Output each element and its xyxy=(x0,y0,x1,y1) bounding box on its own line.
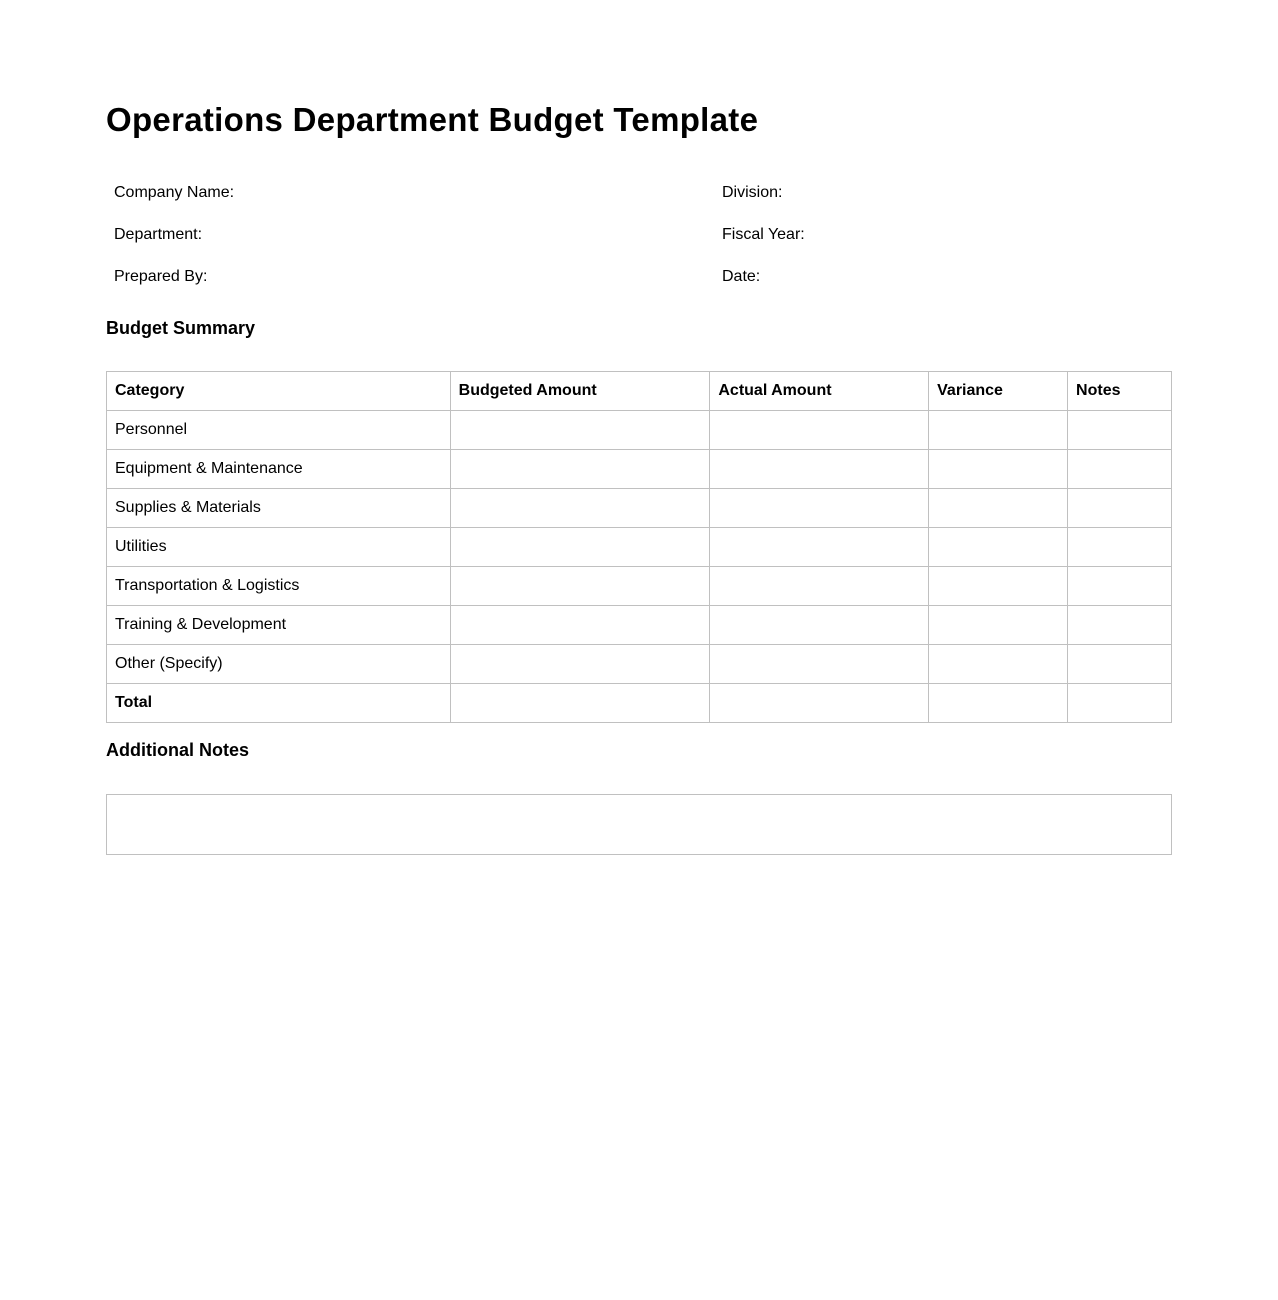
variance-cell[interactable] xyxy=(928,527,1069,567)
category-cell: Equipment & Maintenance xyxy=(106,449,451,489)
actual-amount-cell[interactable] xyxy=(709,488,930,528)
department-label: Department: xyxy=(114,226,203,243)
actual-amount-cell[interactable] xyxy=(709,566,930,606)
budgeted-amount-cell[interactable] xyxy=(449,644,711,684)
notes-cell[interactable] xyxy=(1067,605,1172,645)
table-row: Personnel xyxy=(106,410,1172,450)
variance-cell[interactable] xyxy=(928,683,1069,723)
notes-cell[interactable] xyxy=(1067,683,1172,723)
actual-amount-cell[interactable] xyxy=(709,410,930,450)
table-row: Utilities xyxy=(106,527,1172,567)
variance-cell[interactable] xyxy=(928,605,1069,645)
notes-cell[interactable] xyxy=(1067,449,1172,489)
column-header-variance: Variance xyxy=(928,371,1069,411)
budgeted-amount-cell[interactable] xyxy=(449,410,711,450)
category-cell: Total xyxy=(106,683,451,723)
variance-cell[interactable] xyxy=(928,566,1069,606)
table-row: Other (Specify) xyxy=(106,644,1172,684)
fiscal-year-label: Fiscal Year: xyxy=(722,226,805,243)
variance-cell[interactable] xyxy=(928,488,1069,528)
actual-amount-cell[interactable] xyxy=(709,644,930,684)
column-header-actual: Actual Amount xyxy=(709,371,930,411)
budget-summary-heading: Budget Summary xyxy=(106,318,256,338)
notes-cell[interactable] xyxy=(1067,410,1172,450)
column-header-category: Category xyxy=(106,371,451,411)
variance-cell[interactable] xyxy=(928,449,1069,489)
table-row: Supplies & Materials xyxy=(106,488,1172,528)
additional-notes-heading: Additional Notes xyxy=(106,740,249,760)
variance-cell[interactable] xyxy=(928,410,1069,450)
actual-amount-cell[interactable] xyxy=(709,527,930,567)
notes-cell[interactable] xyxy=(1067,488,1172,528)
category-cell: Personnel xyxy=(106,410,451,450)
actual-amount-cell[interactable] xyxy=(709,449,930,489)
table-row: Training & Development xyxy=(106,605,1172,645)
table-row: Transportation & Logistics xyxy=(106,566,1172,606)
table-header-row: Category Budgeted Amount Actual Amount V… xyxy=(106,371,1172,411)
category-cell: Supplies & Materials xyxy=(106,488,451,528)
company-name-label: Company Name: xyxy=(114,184,235,201)
actual-amount-cell[interactable] xyxy=(709,605,930,645)
notes-cell[interactable] xyxy=(1067,527,1172,567)
column-header-budgeted: Budgeted Amount xyxy=(449,371,711,411)
prepared-by-label: Prepared By: xyxy=(114,268,208,285)
notes-cell[interactable] xyxy=(1067,566,1172,606)
date-label: Date: xyxy=(722,268,761,285)
total-row: Total xyxy=(106,683,1172,723)
budgeted-amount-cell[interactable] xyxy=(449,488,711,528)
page-title: Operations Department Budget Template xyxy=(106,101,759,138)
table-row: Equipment & Maintenance xyxy=(106,449,1172,489)
division-label: Division: xyxy=(722,184,783,201)
category-cell: Utilities xyxy=(106,527,451,567)
variance-cell[interactable] xyxy=(928,644,1069,684)
category-cell: Transportation & Logistics xyxy=(106,566,451,606)
budget-summary-table: Category Budgeted Amount Actual Amount V… xyxy=(106,371,1172,723)
budgeted-amount-cell[interactable] xyxy=(449,605,711,645)
category-cell: Other (Specify) xyxy=(106,644,451,684)
budgeted-amount-cell[interactable] xyxy=(449,527,711,567)
additional-notes-box[interactable] xyxy=(106,794,1172,855)
budgeted-amount-cell[interactable] xyxy=(449,449,711,489)
actual-amount-cell[interactable] xyxy=(709,683,930,723)
budgeted-amount-cell[interactable] xyxy=(449,683,711,723)
column-header-notes: Notes xyxy=(1067,371,1172,411)
budgeted-amount-cell[interactable] xyxy=(449,566,711,606)
notes-cell[interactable] xyxy=(1067,644,1172,684)
category-cell: Training & Development xyxy=(106,605,451,645)
